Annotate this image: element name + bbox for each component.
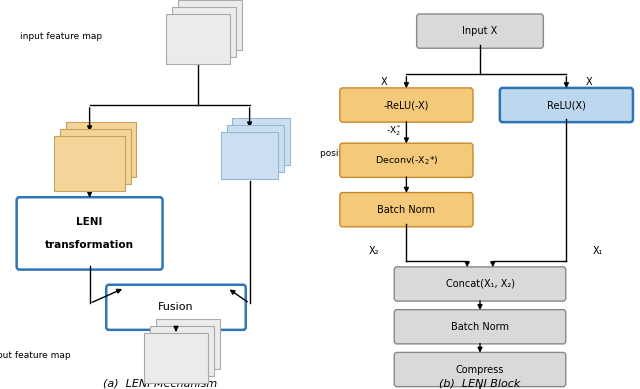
Text: positive parts: positive parts	[320, 149, 382, 158]
FancyBboxPatch shape	[340, 193, 473, 227]
Text: -ReLU(-X): -ReLU(-X)	[384, 100, 429, 110]
Text: (b)  LENI Block: (b) LENI Block	[439, 378, 521, 388]
Text: X: X	[381, 77, 387, 87]
Bar	[178, 0, 242, 50]
Text: Compress: Compress	[456, 364, 504, 375]
Text: Fusion: Fusion	[158, 302, 194, 312]
Bar	[60, 129, 131, 184]
Bar	[227, 125, 284, 172]
Text: Concat(X₁, X₂): Concat(X₁, X₂)	[445, 279, 515, 289]
Text: output feature map: output feature map	[0, 351, 70, 361]
FancyBboxPatch shape	[106, 285, 246, 330]
FancyBboxPatch shape	[417, 14, 543, 48]
Text: X₂: X₂	[369, 246, 380, 256]
Text: Batch Norm: Batch Norm	[451, 322, 509, 332]
Text: transformation: transformation	[45, 240, 134, 250]
FancyBboxPatch shape	[394, 352, 566, 387]
Text: Deconv(-X$_2$*): Deconv(-X$_2$*)	[374, 154, 438, 166]
FancyBboxPatch shape	[394, 267, 566, 301]
Text: -X$_2^*$: -X$_2^*$	[386, 123, 401, 138]
FancyBboxPatch shape	[500, 88, 633, 122]
FancyBboxPatch shape	[340, 88, 473, 122]
Bar	[66, 122, 136, 177]
Text: Batch Norm: Batch Norm	[378, 205, 435, 215]
Bar	[232, 118, 290, 165]
Text: Input X: Input X	[462, 26, 498, 36]
Bar	[144, 333, 208, 383]
Text: X₁: X₁	[593, 246, 604, 256]
FancyBboxPatch shape	[394, 310, 566, 344]
Bar	[54, 136, 125, 191]
Bar	[221, 132, 278, 179]
Text: (a)  LENI Mechanism: (a) LENI Mechanism	[103, 378, 217, 388]
Bar	[156, 319, 220, 369]
FancyBboxPatch shape	[340, 143, 473, 177]
Text: LENI: LENI	[76, 217, 103, 227]
Text: X: X	[586, 77, 592, 87]
Bar	[166, 14, 230, 64]
Bar	[172, 7, 236, 57]
Text: input feature map: input feature map	[20, 32, 102, 42]
FancyBboxPatch shape	[17, 197, 163, 270]
Bar	[150, 326, 214, 376]
Text: ReLU(X): ReLU(X)	[547, 100, 586, 110]
